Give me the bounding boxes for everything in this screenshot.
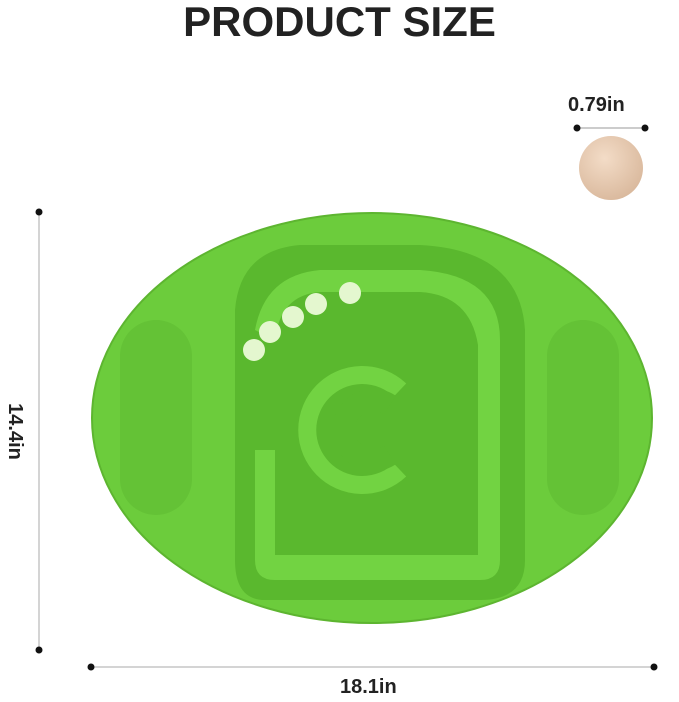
width-dimension-line	[87, 663, 658, 671]
ball-diameter-label: 0.79in	[568, 94, 625, 116]
wooden-ball	[579, 136, 643, 200]
height-label: 14.4in	[3, 403, 26, 460]
maze-inner-wall	[255, 270, 500, 580]
balance-board	[91, 212, 653, 624]
marbles	[243, 282, 361, 361]
left-grip-pad	[120, 320, 192, 515]
width-label: 18.1in	[340, 676, 397, 698]
maze-spiral	[298, 366, 407, 494]
right-grip-pad	[547, 320, 619, 515]
height-dimension-line	[35, 208, 43, 654]
maze-outer	[235, 245, 525, 600]
page-title: PRODUCT SIZE	[183, 0, 496, 45]
ball-dimension-line	[573, 124, 649, 132]
